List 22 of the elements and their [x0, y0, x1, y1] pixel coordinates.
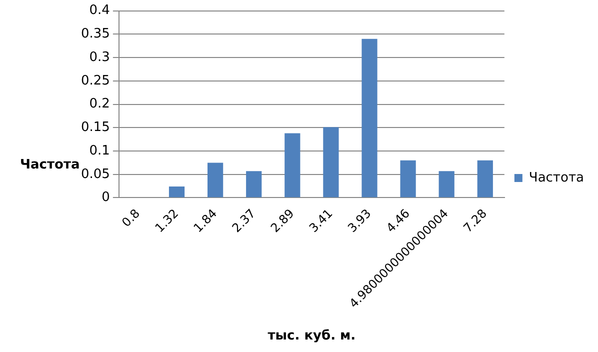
y-tick-label: 0.25 — [80, 73, 110, 88]
bar — [477, 160, 493, 198]
y-tick-label: 0.35 — [80, 26, 110, 42]
y-tick-label: 0.05 — [80, 166, 110, 182]
y-tick-label: 0 — [102, 190, 110, 206]
bar — [246, 171, 262, 198]
legend-label: Частота — [528, 170, 584, 186]
y-tick-label: 0.2 — [89, 96, 110, 112]
y-tick-label: 0.1 — [89, 143, 110, 158]
y-axis-title: Частота — [20, 157, 80, 172]
bar — [323, 127, 339, 198]
y-tick-label: 0.15 — [80, 120, 110, 136]
y-tick-label: 0.4 — [89, 3, 110, 18]
x-axis-title: тыс. куб. м. — [268, 328, 356, 344]
bar — [362, 38, 378, 198]
bar — [438, 171, 454, 198]
bar — [284, 133, 300, 198]
y-tick-label: 0.3 — [89, 50, 110, 65]
bar — [208, 162, 224, 198]
x-tick-label: 0.8 — [119, 206, 143, 230]
bar — [168, 186, 185, 198]
bar — [400, 160, 416, 198]
